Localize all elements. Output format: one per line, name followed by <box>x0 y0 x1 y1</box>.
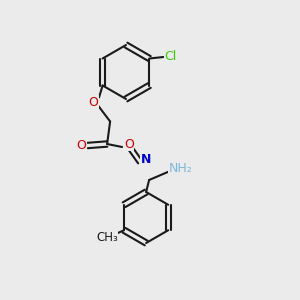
Text: O: O <box>76 139 86 152</box>
Text: O: O <box>124 137 134 151</box>
Text: N: N <box>141 152 151 166</box>
Text: CH₃: CH₃ <box>96 231 118 244</box>
Text: Cl: Cl <box>164 50 176 64</box>
Text: NH₂: NH₂ <box>169 161 193 175</box>
Text: O: O <box>89 95 99 109</box>
